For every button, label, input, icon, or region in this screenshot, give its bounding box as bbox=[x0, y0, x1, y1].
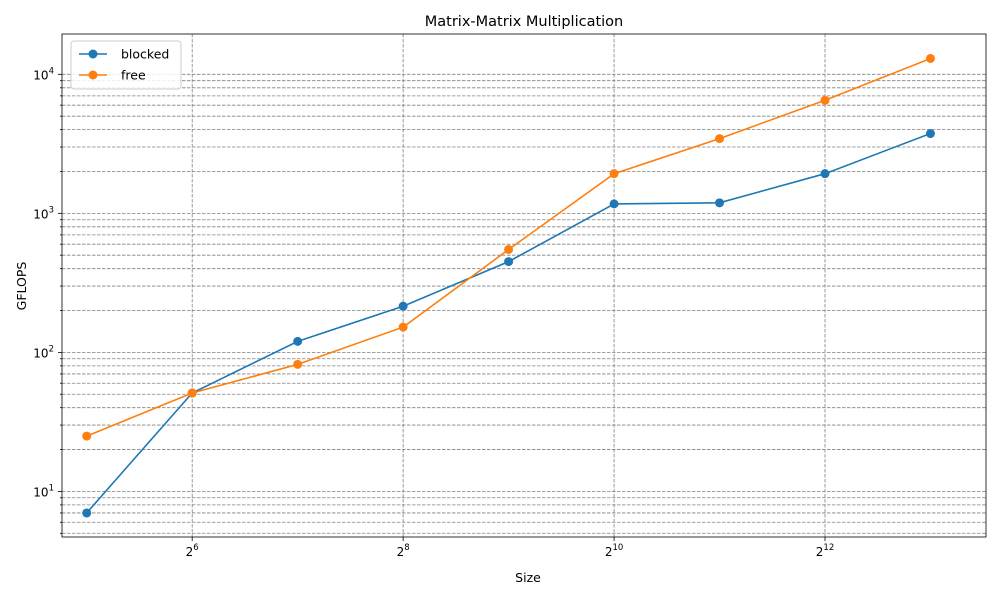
point-free-2 bbox=[293, 359, 303, 369]
x-axis-label: Size bbox=[515, 570, 541, 585]
y-tick-label: 101 bbox=[33, 483, 54, 499]
y-axis-label: GFLOPS bbox=[14, 262, 29, 311]
y-tick-label: 102 bbox=[33, 344, 54, 360]
plot-frame bbox=[61, 33, 987, 538]
y-tick-label: 104 bbox=[33, 66, 54, 82]
legend-box bbox=[70, 40, 182, 90]
axis-ticks: 26 28 210 212 101 102 103 104 bbox=[33, 66, 834, 559]
x-tick-label: 26 bbox=[186, 543, 199, 559]
chart-title: Matrix-Matrix Multiplication bbox=[425, 14, 623, 30]
point-blocked-5 bbox=[609, 199, 619, 209]
legend-marker-free bbox=[88, 70, 98, 80]
x-tick-label: 212 bbox=[816, 543, 834, 559]
point-free-7 bbox=[820, 95, 830, 105]
series-layer bbox=[82, 53, 935, 518]
point-free-0 bbox=[82, 431, 92, 441]
point-free-3 bbox=[398, 322, 408, 332]
point-free-8 bbox=[925, 53, 935, 63]
y-tick-label: 103 bbox=[33, 205, 54, 221]
point-blocked-2 bbox=[293, 336, 303, 346]
legend: blocked free bbox=[70, 40, 182, 90]
point-free-1 bbox=[187, 388, 197, 398]
grid-lines bbox=[62, 34, 986, 537]
point-blocked-7 bbox=[820, 169, 830, 179]
point-free-4 bbox=[504, 244, 514, 254]
x-tick-label: 210 bbox=[605, 543, 623, 559]
point-blocked-3 bbox=[398, 301, 408, 311]
point-blocked-4 bbox=[504, 257, 514, 267]
legend-label-blocked: blocked bbox=[121, 47, 169, 62]
point-blocked-8 bbox=[925, 129, 935, 139]
x-tick-label: 28 bbox=[397, 543, 410, 559]
point-blocked-0 bbox=[82, 508, 92, 518]
point-blocked-6 bbox=[715, 198, 725, 208]
legend-label-free: free bbox=[121, 68, 146, 83]
point-free-6 bbox=[715, 134, 725, 144]
legend-marker-blocked bbox=[88, 49, 98, 59]
point-free-5 bbox=[609, 169, 619, 179]
